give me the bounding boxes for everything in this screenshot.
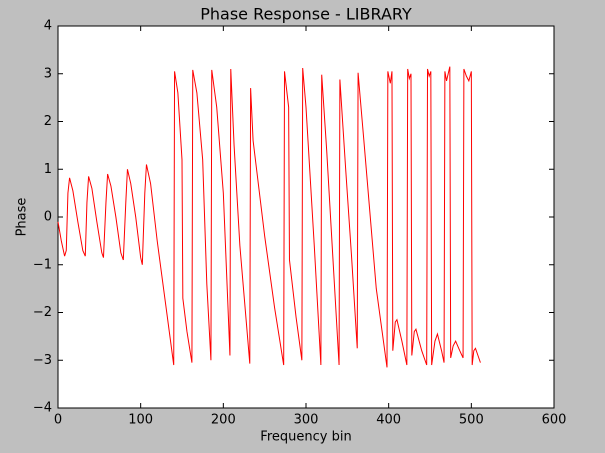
y-tick-label: 4 [44,19,52,34]
plot-area [57,25,555,409]
phase-line [57,66,481,368]
y-axis-label: Phase [15,198,30,237]
x-tick-label: 400 [376,413,401,428]
y-tick-label: 2 [44,114,52,129]
x-tick-label: 600 [542,413,567,428]
chart-title: Phase Response - LIBRARY [200,5,412,24]
y-tick-label: 0 [44,210,52,225]
y-tick-label: 3 [44,66,52,81]
y-tick-label: −4 [33,401,52,416]
y-tick-label: −1 [33,257,52,272]
y-tick-label: −3 [33,353,52,368]
y-tick-label: 1 [44,162,52,177]
x-tick-label: 300 [294,413,319,428]
x-tick-label: 500 [459,413,484,428]
y-tick-label: −2 [33,305,52,320]
x-tick-label: 100 [128,413,153,428]
x-axis-label: Frequency bin [260,430,351,445]
x-tick-label: 200 [211,413,236,428]
x-tick-label: 0 [54,413,62,428]
